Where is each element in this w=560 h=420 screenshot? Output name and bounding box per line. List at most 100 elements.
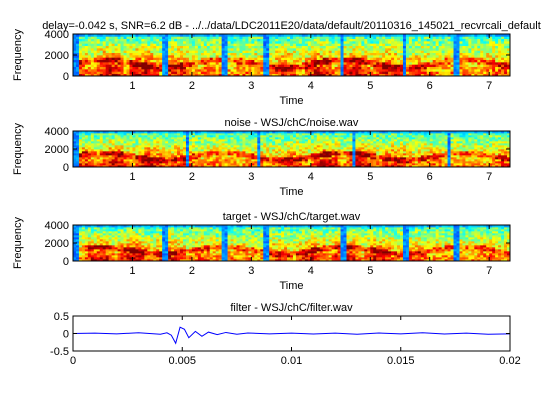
spectrogram-cell: [337, 131, 341, 134]
spectrogram-cell: [159, 34, 163, 37]
spectrogram-cell: [150, 45, 154, 49]
spectrogram-cell: [373, 161, 377, 164]
spectrogram-cell: [221, 41, 225, 44]
spectrogram-cell: [319, 41, 324, 44]
spectrogram-cell: [206, 133, 211, 136]
spectrogram-cell: [245, 161, 249, 164]
spectrogram-cell: [284, 137, 288, 140]
spectrogram-cell: [221, 69, 225, 72]
spectrogram-cell: [191, 34, 196, 37]
spectrogram-cell: [194, 52, 199, 56]
spectrogram-cell: [295, 38, 300, 42]
spectrogram-cell: [200, 143, 205, 146]
spectrogram-cell: [405, 48, 410, 51]
spectrogram-cell: [117, 147, 121, 150]
spectrogram-cell: [355, 143, 359, 146]
spectrogram-cell: [429, 155, 434, 158]
spectrogram-cell: [346, 36, 350, 40]
spectrogram-cell: [477, 55, 481, 58]
spectrogram-cell: [266, 73, 270, 77]
spectrogram-cell: [435, 137, 439, 140]
spectrogram-cell: [87, 139, 92, 142]
spectrogram-cell: [132, 145, 136, 148]
spectrogram-cell: [435, 52, 439, 56]
spectrogram-cell: [367, 135, 371, 138]
spectrogram-cell: [105, 34, 110, 37]
spectrogram-cell: [486, 57, 490, 61]
spectrogram-cell: [87, 133, 92, 136]
spectrogram-cell: [391, 155, 395, 158]
spectrogram-cell: [203, 57, 208, 61]
spectrogram-cell: [224, 163, 228, 166]
spectrogram-cell: [73, 55, 77, 58]
spectrogram-cell: [474, 55, 478, 58]
spectrogram-cell: [304, 52, 309, 56]
spectrogram-cell: [292, 137, 297, 140]
spectrogram-cell: [227, 157, 231, 160]
spectrogram-cell: [414, 131, 419, 134]
spectrogram-cell: [444, 57, 448, 61]
spectrogram-cell: [281, 131, 285, 134]
spectrogram-cell: [188, 155, 193, 158]
spectrogram-cell: [132, 38, 136, 42]
spectrogram-cell: [242, 159, 246, 162]
spectrogram-cell: [78, 143, 83, 146]
spectrogram-cell: [230, 36, 234, 40]
spectrogram-cell: [126, 163, 130, 166]
spectrogram-cell: [290, 55, 294, 58]
spectrogram-cell: [135, 145, 139, 148]
spectrogram-cell: [81, 52, 86, 56]
spectrogram-cell: [126, 36, 130, 40]
spectrogram-cell: [385, 153, 389, 156]
spectrogram-cell: [373, 163, 377, 166]
spectrogram-cell: [129, 151, 133, 154]
spectrogram-cell: [459, 66, 463, 70]
spectrogram-cell: [492, 71, 496, 75]
spectrogram-cell: [266, 151, 270, 154]
spectrogram-cell: [310, 165, 315, 168]
spectrogram-cell: [358, 36, 362, 40]
spectrogram-cell: [203, 73, 208, 77]
spectrogram-cell: [212, 55, 217, 58]
spectrogram-cell: [162, 149, 166, 152]
spectrogram-cell: [150, 48, 154, 51]
spectrogram-cell: [159, 38, 163, 42]
spectrogram-cell: [105, 36, 110, 40]
spectrogram-cell: [310, 52, 315, 56]
spectrogram-cell: [498, 48, 502, 51]
spectrogram-cell: [328, 157, 332, 160]
spectrogram-cell: [165, 139, 169, 142]
spectrogram-cell: [233, 139, 237, 142]
spectrogram-cell: [331, 139, 335, 142]
spectrogram-cell: [180, 153, 184, 156]
spectrogram-cell: [191, 157, 196, 160]
spectrogram-cell: [450, 43, 454, 47]
spectrogram-cell: [408, 45, 413, 49]
spectrogram-cell: [87, 52, 92, 56]
spectrogram-cell: [105, 141, 110, 144]
spectrogram-cell: [203, 131, 208, 134]
spectrogram-cell: [385, 149, 389, 152]
spectrogram-cell: [177, 52, 181, 56]
spectrogram-cell: [90, 165, 95, 168]
spectrogram-cell: [331, 155, 335, 158]
spectrogram-cell: [382, 36, 386, 40]
spectrogram-cell: [364, 151, 368, 154]
spectrogram-cell: [203, 71, 208, 75]
spectrogram-cell: [301, 145, 306, 148]
spectrogram-cell: [379, 73, 383, 77]
spectrogram-cell: [105, 48, 110, 51]
spectrogram-cell: [129, 145, 133, 148]
spectrogram-cell: [185, 48, 190, 51]
spectrogram-cell: [379, 57, 383, 61]
spectrogram-cell: [156, 55, 160, 58]
spectrogram-cell: [245, 57, 249, 61]
spectrogram-cell: [174, 133, 178, 136]
spectrogram-cell: [132, 62, 136, 65]
spectrogram-cell: [87, 71, 92, 75]
spectrogram-cell: [307, 66, 312, 70]
spectrogram-cell: [182, 66, 187, 70]
spectrogram-cell: [87, 64, 92, 68]
spectrogram-cell: [429, 48, 434, 51]
spectrogram-cell: [257, 163, 261, 166]
